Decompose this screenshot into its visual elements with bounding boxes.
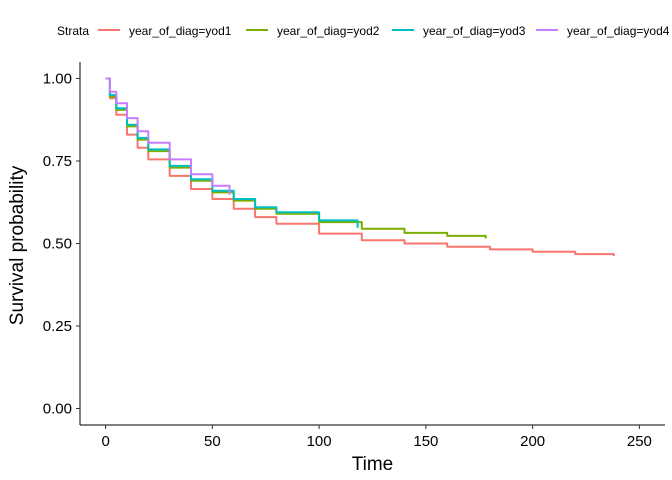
legend-item: year_of_diag=yod1 bbox=[98, 24, 232, 38]
y-tick-label: 0.75 bbox=[43, 153, 72, 170]
legend-label: year_of_diag=yod3 bbox=[423, 24, 526, 38]
x-axis-label: Time bbox=[352, 454, 394, 475]
y-axis-title: Survival probability bbox=[7, 165, 28, 325]
x-tick-label: 50 bbox=[204, 433, 221, 450]
survival-curve-4 bbox=[105, 77, 231, 195]
legend-item: year_of_diag=yod3 bbox=[392, 24, 526, 38]
x-tick-label: 200 bbox=[520, 433, 545, 450]
y-axis-label: Survival probability bbox=[7, 165, 28, 325]
legend-title: Strata bbox=[57, 24, 89, 38]
survival-curve-3 bbox=[105, 77, 359, 228]
y-tick-label: 0.00 bbox=[43, 401, 72, 418]
x-tick-label: 150 bbox=[413, 433, 438, 450]
legend-label: year_of_diag=yod4 bbox=[567, 24, 670, 38]
legend: Strata year_of_diag=yod1 year_of_diag=yod… bbox=[57, 24, 670, 38]
legend-label: year_of_diag=yod2 bbox=[277, 24, 380, 38]
legend-item: year_of_diag=yod2 bbox=[246, 24, 380, 38]
legend-label: year_of_diag=yod1 bbox=[129, 24, 232, 38]
x-axis-title: Time bbox=[352, 454, 394, 475]
y-tick-label: 1.00 bbox=[43, 71, 72, 88]
legend-item: year_of_diag=yod4 bbox=[536, 24, 670, 38]
x-tick-label: 250 bbox=[627, 433, 652, 450]
x-tick-label: 0 bbox=[101, 433, 109, 450]
y-tick-label: 0.50 bbox=[43, 236, 72, 253]
x-tick-label: 100 bbox=[307, 433, 332, 450]
y-tick-label: 0.25 bbox=[43, 318, 72, 335]
